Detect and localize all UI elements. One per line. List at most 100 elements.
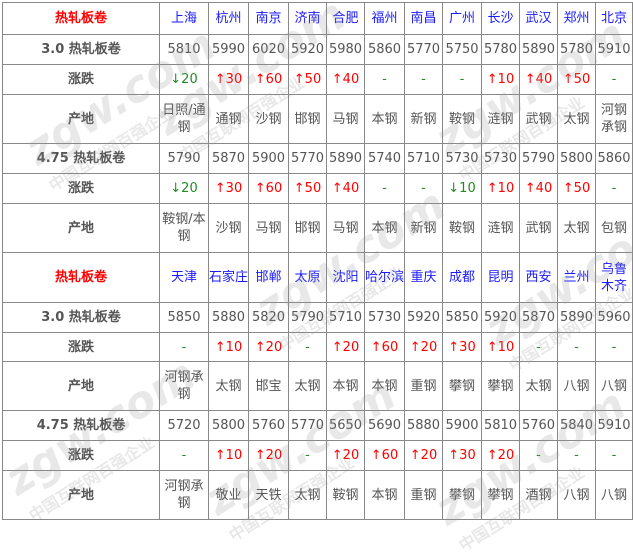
change-row: 涨跌 ↓20 ↑30 ↑60 ↑50 ↑40- - - ↑10 ↑40 ↑50- [2,64,633,95]
change-cell: ↑50 [288,64,327,95]
origin-cell: 涟钢 [481,94,520,144]
price-cell: 6020 [248,34,289,65]
origin-cell: 河钢承钢 [159,361,209,411]
origin-cell: 邯宝 [248,361,289,411]
price-cell: 5760 [248,410,289,441]
price-cell: 5960 [595,302,633,333]
hot-rolled-coil-price-table: 热轧板卷 上海 杭州 南京 济南 合肥 福州 南昌 广州 长沙 武汉 郑州 北京 3.0 热轧板卷 5810… [2,2,633,520]
origin-cell: 新钢 [404,94,443,144]
change-cell: ↑30 [208,64,249,95]
section-title: 热轧板卷 [2,252,160,303]
change-cell: - [442,64,482,95]
price-cell: 5910 [595,34,633,65]
price-cell: 5920 [481,302,520,333]
change-cell: ↑30 [442,332,482,362]
change-cell: - [288,440,327,471]
price-cell: 5710 [404,143,443,174]
origin-cell: 攀钢 [442,361,482,411]
origin-cell: 马钢 [326,94,365,144]
row-label: 3.0 热轧板卷 [2,34,160,65]
origin-cell: 八钢 [557,470,596,520]
change-row: 涨跌 - ↑10 ↑20- ↑20 ↑60 ↑20 ↑30 ↑20- - - [2,440,633,471]
change-cell: - [288,332,327,362]
price-row: 4.75 热轧板卷 5790 5870 5900 5770 5890 5740 5710 573… [2,143,633,174]
change-cell: - [364,173,405,204]
origin-cell: 太钢 [288,470,327,520]
city-header: 天津 [159,252,209,303]
origin-cell: 河钢承钢 [159,470,209,520]
city-header: 西安 [519,252,558,303]
price-cell: 5650 [326,410,365,441]
origin-cell: 八钢 [595,470,633,520]
change-cell: ↑10 [481,173,520,204]
price-cell: 5920 [288,34,327,65]
origin-cell: 鞍钢/本钢 [159,203,209,253]
city-header: 福州 [364,2,405,35]
city-header-row: 热轧板卷 上海 杭州 南京 济南 合肥 福州 南昌 广州 长沙 武汉 郑州 北京 [2,2,633,35]
city-header: 郑州 [557,2,596,35]
origin-cell: 重钢 [404,361,443,411]
city-header: 北京 [595,2,633,35]
change-cell: - [159,440,209,471]
price-cell: 5750 [442,34,482,65]
origin-cell: 太钢 [288,361,327,411]
origin-cell: 本钢 [364,470,405,520]
price-cell: 5770 [288,143,327,174]
row-label: 4.75 热轧板卷 [2,410,160,441]
change-cell: ↓20 [159,173,209,204]
change-cell: - [595,440,633,471]
change-cell: ↑10 [208,332,249,362]
row-label: 产地 [2,203,160,253]
price-cell: 5900 [248,143,289,174]
city-header-row: 热轧板卷 天津 石家庄 邯郸 太原 沈阳 哈尔滨 重庆 成都 昆明 西安 兰州 乌鲁木齐 [2,252,633,303]
origin-cell: 攀钢 [481,470,520,520]
row-label: 产地 [2,94,160,144]
row-label: 涨跌 [2,332,160,362]
origin-cell: 河钢承钢 [595,94,633,144]
change-row: 涨跌 ↓20 ↑30 ↑60 ↑50 ↑40- - ↓10 ↑10 ↑40 ↑50- [2,173,633,204]
price-cell: 5790 [288,302,327,333]
change-cell: ↑50 [557,64,596,95]
change-cell: - [519,332,558,362]
price-cell: 5690 [364,410,405,441]
price-cell: 5880 [208,302,249,333]
origin-cell: 新钢 [404,203,443,253]
change-cell: ↑60 [248,64,289,95]
change-cell: ↑20 [404,440,443,471]
price-cell: 5760 [519,410,558,441]
origin-cell: 本钢 [326,361,365,411]
origin-row: 产地 日照/通钢 通钢 沙钢 邯钢 马钢 本钢 新钢 鞍钢 涟钢 武钢 太钢 河钢承钢 [2,94,633,144]
city-header: 武汉 [519,2,558,35]
row-label: 产地 [2,361,160,411]
price-cell: 5820 [248,302,289,333]
city-header: 南昌 [404,2,443,35]
price-cell: 5900 [442,410,482,441]
price-cell: 5880 [404,410,443,441]
origin-cell: 本钢 [364,361,405,411]
city-header: 昆明 [481,252,520,303]
origin-row: 产地 河钢承钢 太钢 邯宝 太钢 本钢 本钢 重钢 攀钢 攀钢 太钢 八钢 八钢 [2,361,633,411]
change-cell: ↑20 [248,332,289,362]
price-cell: 5720 [159,410,209,441]
origin-cell: 鞍钢 [442,203,482,253]
price-row: 3.0 热轧板卷 5850 5880 5820 5790 5710 5730 5920 5850… [2,302,633,333]
price-cell: 5810 [159,34,209,65]
origin-cell: 日照/通钢 [159,94,209,144]
change-cell: ↑60 [248,173,289,204]
city-header: 长沙 [481,2,520,35]
row-label: 3.0 热轧板卷 [2,302,160,333]
origin-cell: 武钢 [519,94,558,144]
origin-cell: 马钢 [248,203,289,253]
price-cell: 5860 [595,143,633,174]
change-cell: ↑20 [481,440,520,471]
change-cell: - [519,440,558,471]
change-cell: - [404,173,443,204]
change-cell: ↑40 [519,64,558,95]
change-cell: ↑60 [364,332,405,362]
price-cell: 5770 [404,34,443,65]
change-cell: - [404,64,443,95]
price-row: 4.75 热轧板卷 5720 5800 5760 5770 5650 5690 5880 590… [2,410,633,441]
price-cell: 5860 [364,34,405,65]
origin-cell: 涟钢 [481,203,520,253]
change-cell: ↑40 [326,64,365,95]
